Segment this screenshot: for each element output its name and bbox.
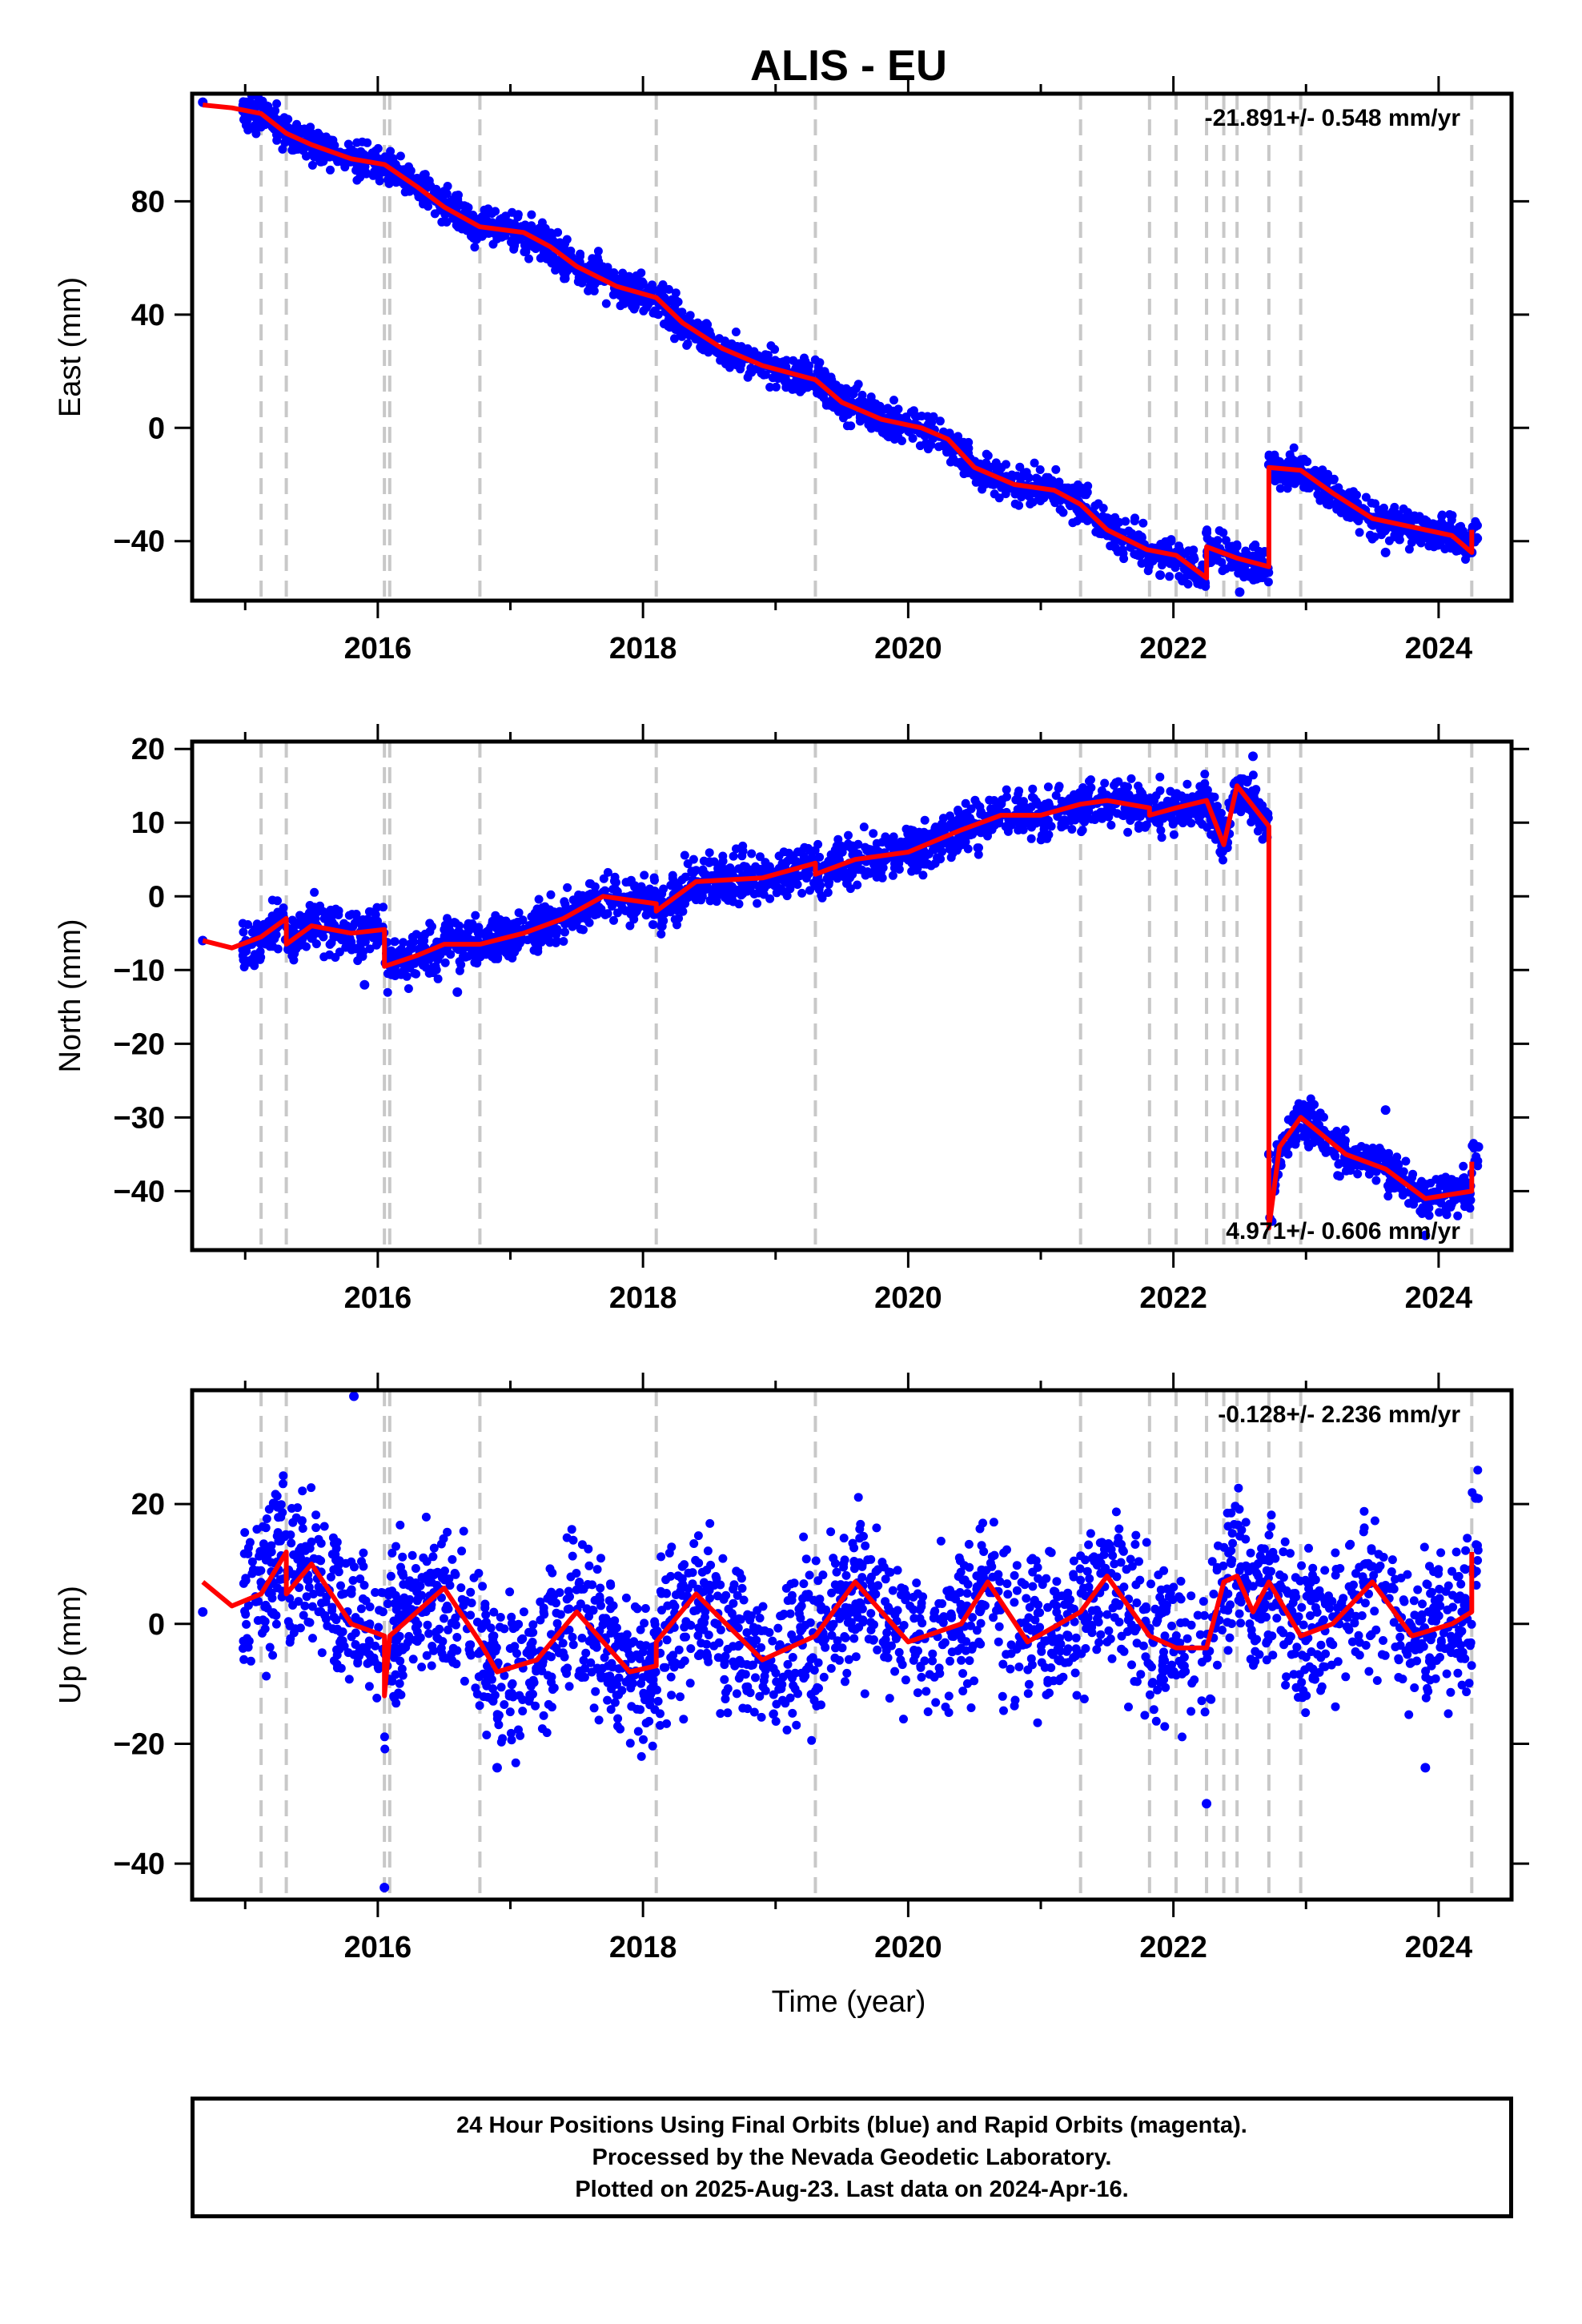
data-points — [238, 770, 1483, 1226]
y-axis-label: East (mm) — [54, 277, 87, 417]
y-tick-label: 0 — [148, 1608, 165, 1642]
x-tick-label: 2016 — [344, 1931, 412, 1964]
x-tick-label: 2020 — [874, 632, 942, 665]
x-tick-label: 2022 — [1139, 1931, 1207, 1964]
footer-line-1: 24 Hour Positions Using Final Orbits (bl… — [456, 2113, 1247, 2138]
x-tick-label: 2018 — [609, 1931, 677, 1964]
x-tick-label: 2024 — [1405, 632, 1473, 665]
x-tick-label: 2020 — [874, 1931, 942, 1964]
y-tick-label: −20 — [114, 1727, 165, 1761]
velocity-annotation: 4.971+/- 0.606 mm/yr — [1226, 1218, 1460, 1244]
y-tick-label: −20 — [114, 1027, 165, 1061]
data-point — [492, 1763, 502, 1773]
plot-area — [198, 94, 1483, 601]
data-point — [1235, 587, 1245, 597]
data-point — [198, 1606, 208, 1617]
x-tick-label: 2022 — [1139, 632, 1207, 665]
data-point — [379, 1883, 390, 1893]
y-tick-label: −10 — [114, 954, 165, 987]
x-axis-label: Time (year) — [772, 1985, 926, 2019]
panel-2: 2016 2018 2020 2022 2024 −40 −30 −20 −10 0 10 20 Nor… — [54, 724, 1529, 1315]
data-point — [1248, 751, 1259, 762]
data-point — [1380, 1105, 1391, 1116]
panel-1: 2016 2018 2020 2022 2024 −40 0 40 80 East (mm) -21… — [54, 76, 1529, 665]
y-tick-label: 40 — [131, 299, 165, 332]
data-point — [1202, 1799, 1212, 1809]
data-point — [359, 979, 370, 990]
x-tick-label: 2020 — [874, 1281, 942, 1315]
y-tick-label: −40 — [114, 525, 165, 559]
data-point — [1420, 1230, 1431, 1240]
footer-note: 24 Hour Positions Using Final Orbits (bl… — [191, 2097, 1513, 2218]
y-tick-label: −40 — [114, 1848, 165, 1881]
x-tick-label: 2024 — [1405, 1281, 1473, 1315]
footer-line-3: Plotted on 2025-Aug-23. Last data on 202… — [575, 2177, 1129, 2202]
footer-line-2: Processed by the Nevada Geodetic Laborat… — [592, 2145, 1112, 2170]
y-axis-label: Up (mm) — [54, 1586, 87, 1704]
x-tick-label: 2024 — [1405, 1931, 1473, 1964]
data-points — [238, 94, 1483, 591]
plot-frame — [190, 739, 1514, 1252]
y-tick-label: −40 — [114, 1175, 165, 1208]
y-tick-label: 80 — [131, 185, 165, 219]
x-tick-label: 2018 — [609, 1281, 677, 1315]
x-tick-label: 2016 — [344, 632, 412, 665]
y-tick-label: 10 — [131, 806, 165, 840]
data-point — [349, 1391, 359, 1401]
panel-3: 2016 2018 2020 2022 2024 −40 −20 0 20 Up (mm) -0.1… — [54, 1373, 1529, 1964]
model-line — [201, 1550, 1475, 1699]
data-point — [1155, 570, 1166, 581]
data-point — [1473, 1142, 1484, 1152]
data-point — [452, 987, 463, 997]
data-points — [239, 1466, 1484, 1767]
data-point — [1420, 1763, 1431, 1773]
plot-frame — [190, 1388, 1514, 1902]
y-tick-label: 20 — [131, 1488, 165, 1522]
model-line — [203, 103, 1475, 581]
plot-frame — [190, 91, 1514, 603]
figure-title: ALIS - EU — [750, 42, 947, 90]
velocity-annotation: -21.891+/- 0.548 mm/yr — [1205, 105, 1461, 131]
y-tick-label: 0 — [148, 880, 165, 914]
y-axis-label: North (mm) — [54, 919, 87, 1072]
plot-area — [198, 1390, 1484, 1900]
x-tick-label: 2016 — [344, 1281, 412, 1315]
y-tick-label: −30 — [114, 1101, 165, 1135]
model-line — [202, 783, 1475, 1231]
x-tick-label: 2018 — [609, 632, 677, 665]
x-tick-label: 2022 — [1139, 1281, 1207, 1315]
y-tick-label: 0 — [148, 412, 165, 445]
data-point — [1471, 1493, 1481, 1503]
y-tick-label: 20 — [131, 733, 165, 766]
plot-area — [198, 742, 1484, 1250]
velocity-annotation: -0.128+/- 2.236 mm/yr — [1218, 1401, 1460, 1428]
data-point — [1380, 547, 1391, 557]
data-point — [1202, 528, 1212, 538]
